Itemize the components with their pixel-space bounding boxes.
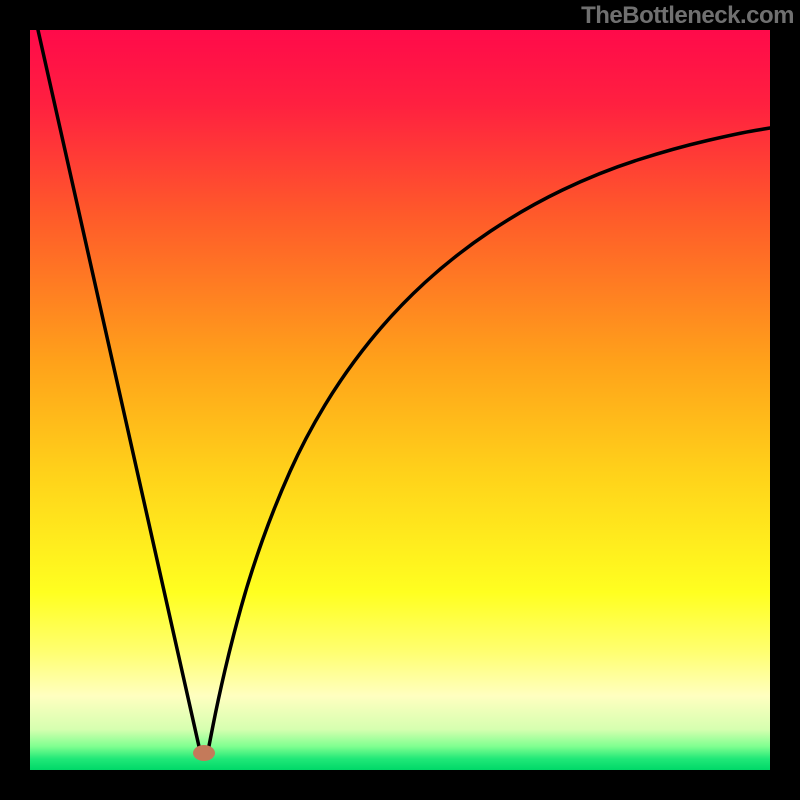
watermark-text: TheBottleneck.com — [581, 2, 794, 30]
optimal-point-marker — [193, 745, 215, 761]
chart-container: TheBottleneck.com — [0, 0, 800, 800]
plot-background — [30, 30, 770, 770]
bottleneck-chart — [0, 0, 800, 800]
